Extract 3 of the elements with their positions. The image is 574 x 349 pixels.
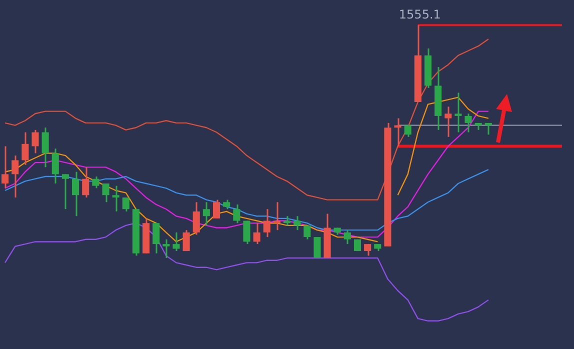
candlestick bbox=[354, 238, 362, 252]
annotation: 1555.1 bbox=[398, 7, 441, 22]
candlestick bbox=[314, 236, 321, 259]
